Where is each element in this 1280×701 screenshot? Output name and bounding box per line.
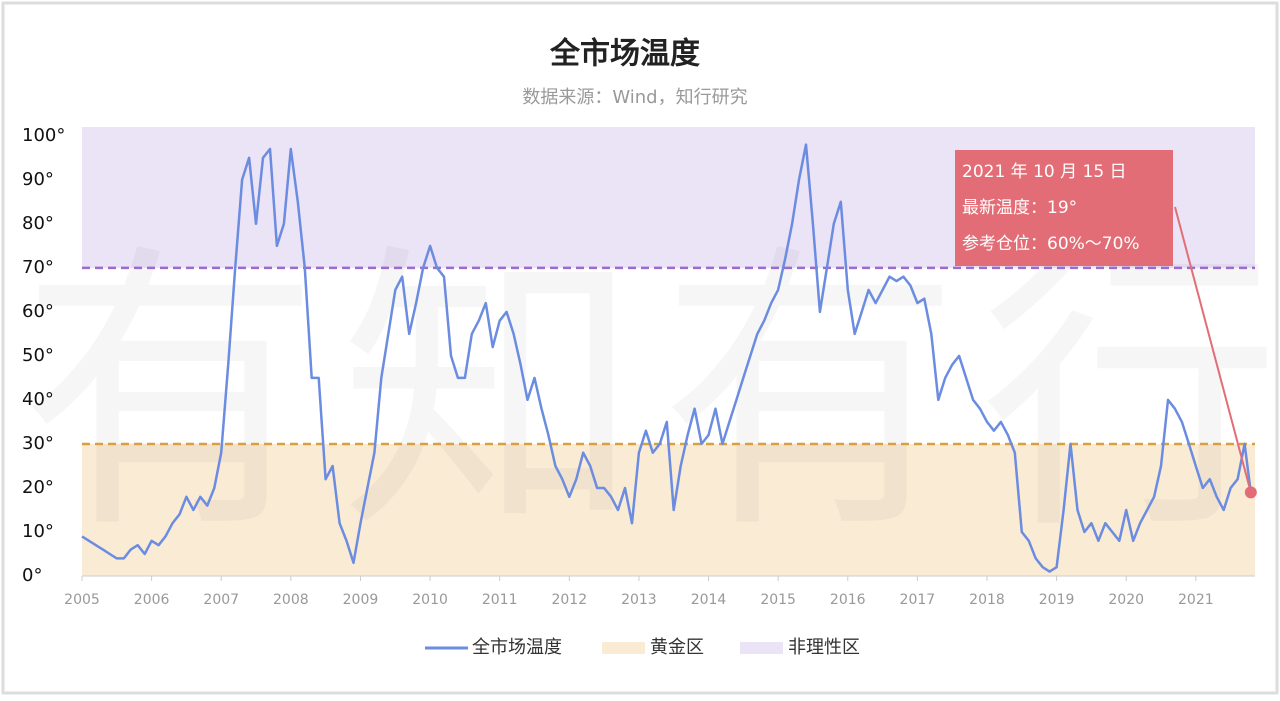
y-tick-label: 10°: [22, 521, 54, 542]
x-tick-label: 2006: [134, 592, 170, 608]
y-tick-label: 40°: [22, 389, 54, 410]
x-tick-label: 2019: [1039, 592, 1075, 608]
x-tick-label: 2017: [900, 592, 936, 608]
annotation-text: 参考仓位：60%～70%: [962, 234, 1140, 254]
y-tick-label: 50°: [22, 345, 54, 366]
annotation-text: 2021 年 10 月 15 日: [962, 162, 1127, 182]
annotation-connector: [1174, 206, 1252, 493]
x-tick-label: 2007: [203, 592, 239, 608]
legend-swatch: [602, 642, 645, 654]
legend-label: 非理性区: [788, 637, 860, 658]
y-tick-label: 60°: [22, 301, 54, 322]
x-tick-label: 2011: [482, 592, 518, 608]
band: [82, 443, 1255, 576]
x-tick-label: 2020: [1108, 592, 1144, 608]
y-tick-label: 90°: [22, 169, 54, 190]
x-tick-label: 2008: [273, 592, 309, 608]
annotation-box: [955, 150, 1173, 266]
y-tick-label: 0°: [22, 565, 42, 586]
x-tick-label: 2021: [1178, 592, 1214, 608]
y-tick-label: 100°: [22, 125, 65, 146]
line-series: [81, 143, 1253, 573]
x-tick-label: 2014: [691, 592, 727, 608]
x-tick-label: 2013: [621, 592, 657, 608]
x-tick-label: 2018: [969, 592, 1005, 608]
x-tick-label: 2005: [64, 592, 100, 608]
legend-label: 全市场温度: [472, 637, 562, 658]
y-tick-label: 30°: [22, 433, 54, 454]
x-tick-label: 2015: [760, 592, 796, 608]
y-tick-label: 20°: [22, 477, 54, 498]
annotation-text: 最新温度：19°: [962, 198, 1077, 218]
y-tick-label: 70°: [22, 257, 54, 278]
chart-subtitle: 数据来源：Wind，知行研究: [522, 87, 747, 108]
x-tick-label: 2012: [551, 592, 587, 608]
x-tick-label: 2010: [412, 592, 448, 608]
legend-label: 黄金区: [650, 637, 704, 658]
legend-swatch: [740, 642, 783, 654]
x-tick-label: 2009: [343, 592, 379, 608]
chart-title: 全市场温度: [549, 37, 700, 72]
last-point: [1244, 486, 1257, 499]
x-tick-label: 2016: [830, 592, 866, 608]
watermark: 有知有行: [20, 220, 1280, 569]
y-tick-label: 80°: [22, 213, 54, 234]
